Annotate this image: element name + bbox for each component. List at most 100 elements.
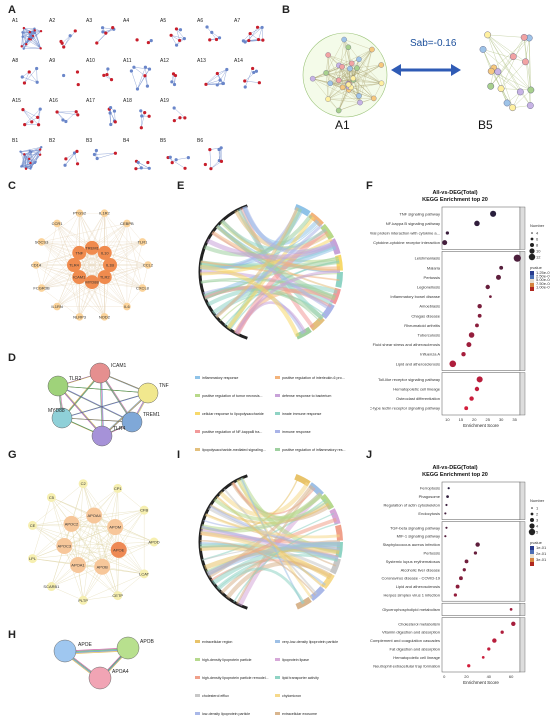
legend-size-label: 8 [536,243,539,248]
legend-size-label: 5 [536,530,539,535]
enrichment-dot [446,495,449,498]
legend-size-dot [531,513,534,516]
enrichment-dot [475,323,479,327]
network-node-label: APOM [109,525,121,530]
enrichment-dot [496,275,501,280]
chord-legend-item: extracellular region [195,639,275,645]
x-tick-label: 35 [512,417,517,422]
x-axis-label: Enrichment Score [463,423,499,428]
plot-group-strip [520,373,525,415]
term-label: NF-kappa B signaling pathway [386,221,440,226]
chord-legend-item: cellular response to lipopolysaccharide [195,411,275,417]
term-label: C-type lectin receptor signaling pathway [370,406,440,411]
enrichment-dot [461,352,465,356]
term-label: Tuberculosis [417,333,440,338]
enrichment-dot [446,231,449,234]
network-node-label: TLR1 [138,239,149,244]
x-tick-label: 30 [499,417,504,422]
network-node-label: CEBPB [120,221,134,226]
network-node-label: TLR4 [69,263,80,268]
network-node-label: CP1 [114,486,123,491]
chord-legend-item: positive regulation of NF-kappaB tra... [195,429,275,435]
legend-size-dot [529,254,535,260]
legend-size-dot [529,248,534,253]
legend-size-dot [531,507,533,509]
panel-b-left-label: A1 [335,118,350,132]
network-node-label: CE [30,523,36,528]
network-node-label: PTGS2 [73,211,87,216]
network-node [117,637,139,659]
double-arrow-icon [391,64,461,76]
legend-pvalue-label: 1.00e-07 [536,284,550,289]
enrichment-dot [469,396,473,400]
enrichment-dot [448,487,450,489]
legend-label: positive regulation of interleukin-6 pro… [282,376,345,380]
legend-label: inflammatory response [202,376,238,380]
term-label: Staphylococcus aureus infection [383,542,440,547]
network-node-label: APOC2 [65,521,79,526]
network-node-label: IL1B [106,263,115,268]
network-node-label: TNF [159,383,169,389]
legend-color-step [530,546,534,550]
enrichment-dot [475,542,479,546]
term-label: Viral protein interaction with cytokine … [370,231,440,236]
legend-size-label: 3 [536,518,539,523]
legend-label: lipopolysaccharide-mediated signaling... [202,448,266,452]
module-thumb-a12 [164,63,194,93]
network-node-label: CD14 [31,263,42,268]
legend-size-dot [529,529,535,535]
chord-legend-item: positive regulation of inflammatory res.… [275,447,355,453]
network-node [48,376,68,396]
chord-legend-item: very-low-density lipoprotein particle [275,639,355,645]
x-axis-label: Enrichment Score [463,680,499,685]
enrichment-dot [477,304,481,308]
term-label: MIF-1 signaling pathway [397,534,440,539]
panel-letter-g: G [8,449,17,461]
enrichment-dot [477,376,483,382]
legend-swatch [195,640,200,643]
legend-label: extracellular region [202,640,232,644]
enrichment-dot [459,576,463,580]
panel-letter-d: D [8,352,16,364]
network-node-label: MYD88 [48,408,65,414]
panel-i-chord-diagram [180,460,360,625]
term-label: Systemic lupus erythematosus [386,559,440,564]
legend-color-step [530,271,534,275]
legend-label: immune response [282,430,311,434]
network-node-label: TLR2 [100,275,111,280]
enrichment-dot [499,266,503,270]
legend-size-dot [529,523,534,528]
legend-label: positive regulation of NF-kappaB tra... [202,430,262,434]
network-node [138,383,158,403]
enrichment-dot [514,255,521,262]
legend-swatch [195,694,200,697]
network-node-label: SOCS3 [35,239,49,244]
term-label: Amoebiasis [419,304,440,309]
enrichment-dot [474,221,480,227]
legend-swatch [275,430,280,433]
legend-size-label: 4 [536,524,539,529]
term-label: Lipid and atherosclerosis [396,361,440,366]
legend-color-step [530,287,534,291]
enrichment-dot [469,332,475,338]
legend-label: high-density lipoprotein particle remode… [202,676,269,680]
chord-legend-item: innate immune response [275,411,355,417]
module-thumb-b5 [164,143,194,173]
network-node-label: IL1RN [51,304,62,309]
legend-pvalue-label: 2e-01 [536,551,547,556]
term-label: Vitamin digestion and absorption [382,630,440,635]
legend-swatch [195,394,200,397]
legend-color-step [530,554,534,558]
network-node-label: LCAT [139,571,149,576]
network-node-label: LPL [29,556,37,561]
panel-letter-h: H [8,629,16,641]
legend-swatch [275,640,280,643]
enrichment-dot [467,664,470,667]
chord-legend-item: low-density lipoprotein particle [195,711,275,717]
network-node-label: APOA1 [71,563,85,568]
term-label: Complement and coagulation cascades [370,638,440,643]
enrichment-dot [454,593,457,596]
legend-label: low-density lipoprotein particle [202,712,250,716]
legend-swatch [275,376,280,379]
